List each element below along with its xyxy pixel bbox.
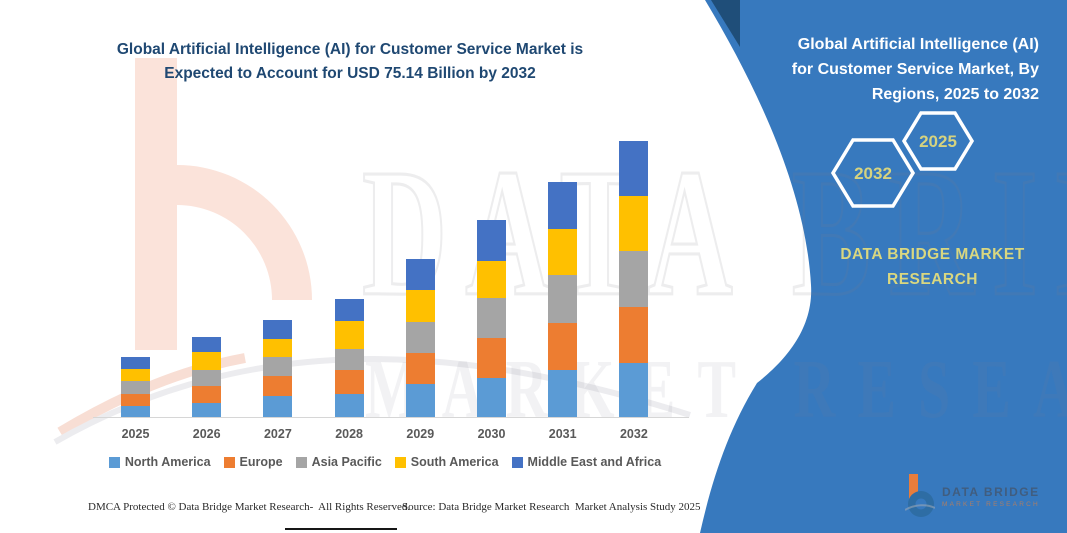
bar-segment-asia-pacific <box>619 251 649 307</box>
navy-corner-triangle <box>711 0 740 47</box>
chart-title-line1: Global Artificial Intelligence (AI) for … <box>116 41 584 58</box>
hexagon-year-badges: 2032 2025 <box>830 111 975 208</box>
legend-item-europe: Europe <box>223 455 283 469</box>
legend-label: Europe <box>239 455 283 469</box>
bar-2026 <box>192 337 222 417</box>
bar-segment-south-america <box>192 352 222 371</box>
legend-item-middle-east-and-africa: Middle East and Africa <box>511 455 662 469</box>
bar-segment-middle-east-and-africa <box>619 141 649 196</box>
bar-segment-south-america <box>263 338 293 358</box>
bar-segment-asia-pacific <box>477 298 506 339</box>
bar-segment-south-america <box>334 321 364 350</box>
bar-segment-europe <box>548 322 578 371</box>
hexagon-2032-label: 2032 <box>854 164 892 183</box>
bar-segment-south-america <box>548 228 578 275</box>
bar-segment-north-america <box>477 378 506 417</box>
chart-title-line2: Expected to Account for USD 75.14 Billio… <box>164 65 536 83</box>
bar-segment-europe <box>405 352 435 385</box>
x-axis-line <box>93 417 689 418</box>
bar-2031 <box>548 181 578 417</box>
bar-segment-middle-east-and-africa <box>121 356 150 369</box>
bar-segment-middle-east-and-africa <box>334 298 364 322</box>
legend-label: Middle East and Africa <box>527 455 662 469</box>
blue-panel-shape <box>700 0 1067 533</box>
chart-legend: North America Europe Asia Pacific South Ame… <box>80 455 690 469</box>
bar-segment-middle-east-and-africa <box>548 181 578 229</box>
bar-segment-asia-pacific <box>121 381 150 394</box>
bar-segment-south-america <box>405 289 435 322</box>
panel-title-line2: for Customer Service Market, By <box>791 60 1039 78</box>
bar-segment-europe <box>121 393 150 406</box>
legend-swatch <box>223 456 235 468</box>
bar-segment-asia-pacific <box>192 370 222 387</box>
x-axis-label: 2031 <box>548 427 577 441</box>
panel-title: Global Artificial Intelligence (AI) for … <box>749 33 1039 107</box>
brand-wordmark: DATA BRIDGE MARKET RESEARCH <box>830 243 1035 293</box>
hexagon-2025: 2025 <box>901 111 975 171</box>
bar-2032 <box>619 141 649 417</box>
chart-title: Global Artificial Intelligence (AI) for … <box>70 38 630 86</box>
bar-segment-north-america <box>548 370 578 417</box>
x-axis-label: 2030 <box>477 427 506 441</box>
hexagon-2025-label: 2025 <box>919 132 957 151</box>
bar-segment-north-america <box>405 384 435 417</box>
bar-segment-middle-east-and-africa <box>405 259 435 290</box>
brand-wordmark-line1: DATA BRIDGE MARKET <box>840 246 1025 263</box>
legend-swatch <box>394 456 406 468</box>
brand-wordmark-line2: RESEARCH <box>887 270 978 288</box>
legend-item-south-america: South America <box>394 455 499 469</box>
bar-segment-north-america <box>619 363 649 417</box>
legend-swatch <box>295 456 307 468</box>
bar-segment-north-america <box>121 405 150 417</box>
logo-brand-text: DATA BRIDGE <box>942 484 1040 499</box>
legend-swatch <box>108 456 120 468</box>
legend-item-asia-pacific: Asia Pacific <box>295 455 382 469</box>
footer-source-text: Source: Data Bridge Market Research Mark… <box>402 501 701 513</box>
logo-sub-text: MARKET RESEARCH <box>942 500 1040 508</box>
bar-segment-middle-east-and-africa <box>263 319 293 339</box>
bar-segment-asia-pacific <box>263 357 293 376</box>
bar-segment-middle-east-and-africa <box>192 337 222 353</box>
bar-segment-north-america <box>192 402 222 417</box>
bar-2029 <box>405 259 435 417</box>
bar-segment-europe <box>192 386 222 403</box>
bar-2030 <box>477 220 506 417</box>
legend-label: Asia Pacific <box>311 455 382 469</box>
bar-2027 <box>263 319 293 417</box>
dbmr-logo: DATA BRIDGE MARKET RESEARCH <box>905 474 1040 518</box>
hexagon-2032: 2032 <box>830 138 916 208</box>
x-axis-label: 2032 <box>619 427 648 441</box>
x-axis-label: 2028 <box>335 427 363 441</box>
x-axis-label: 2025 <box>121 427 150 441</box>
bar-segment-asia-pacific <box>548 274 578 323</box>
legend-label: South America <box>410 455 499 469</box>
x-axis-label: 2029 <box>406 427 435 441</box>
legend-swatch <box>511 456 523 468</box>
footer-divider-line <box>285 528 397 530</box>
bar-segment-europe <box>334 370 364 394</box>
bar-segment-europe <box>263 375 293 397</box>
bar-2028 <box>334 298 364 417</box>
panel-title-line3: Regions, 2025 to 2032 <box>871 85 1039 103</box>
x-axis-label: 2027 <box>263 427 292 441</box>
legend-label: North America <box>124 455 211 469</box>
bar-segment-europe <box>619 306 649 364</box>
footer-dmca-text: DMCA Protected © Data Bridge Market Rese… <box>88 501 411 513</box>
bar-segment-north-america <box>263 396 293 417</box>
dbmr-logo-icon <box>905 474 935 517</box>
panel-title-line1: Global Artificial Intelligence (AI) <box>797 36 1039 53</box>
legend-item-north-america: North America <box>108 455 211 469</box>
x-axis-label: 2026 <box>192 427 221 441</box>
bar-segment-north-america <box>334 393 364 417</box>
bar-segment-south-america <box>477 260 506 299</box>
bar-segment-south-america <box>619 195 649 252</box>
bar-segment-europe <box>477 338 506 379</box>
bar-segment-asia-pacific <box>334 349 364 370</box>
bar-segment-south-america <box>121 368 150 382</box>
bar-segment-middle-east-and-africa <box>477 220 506 261</box>
bar-2025 <box>121 356 150 417</box>
bar-segment-asia-pacific <box>405 321 435 353</box>
